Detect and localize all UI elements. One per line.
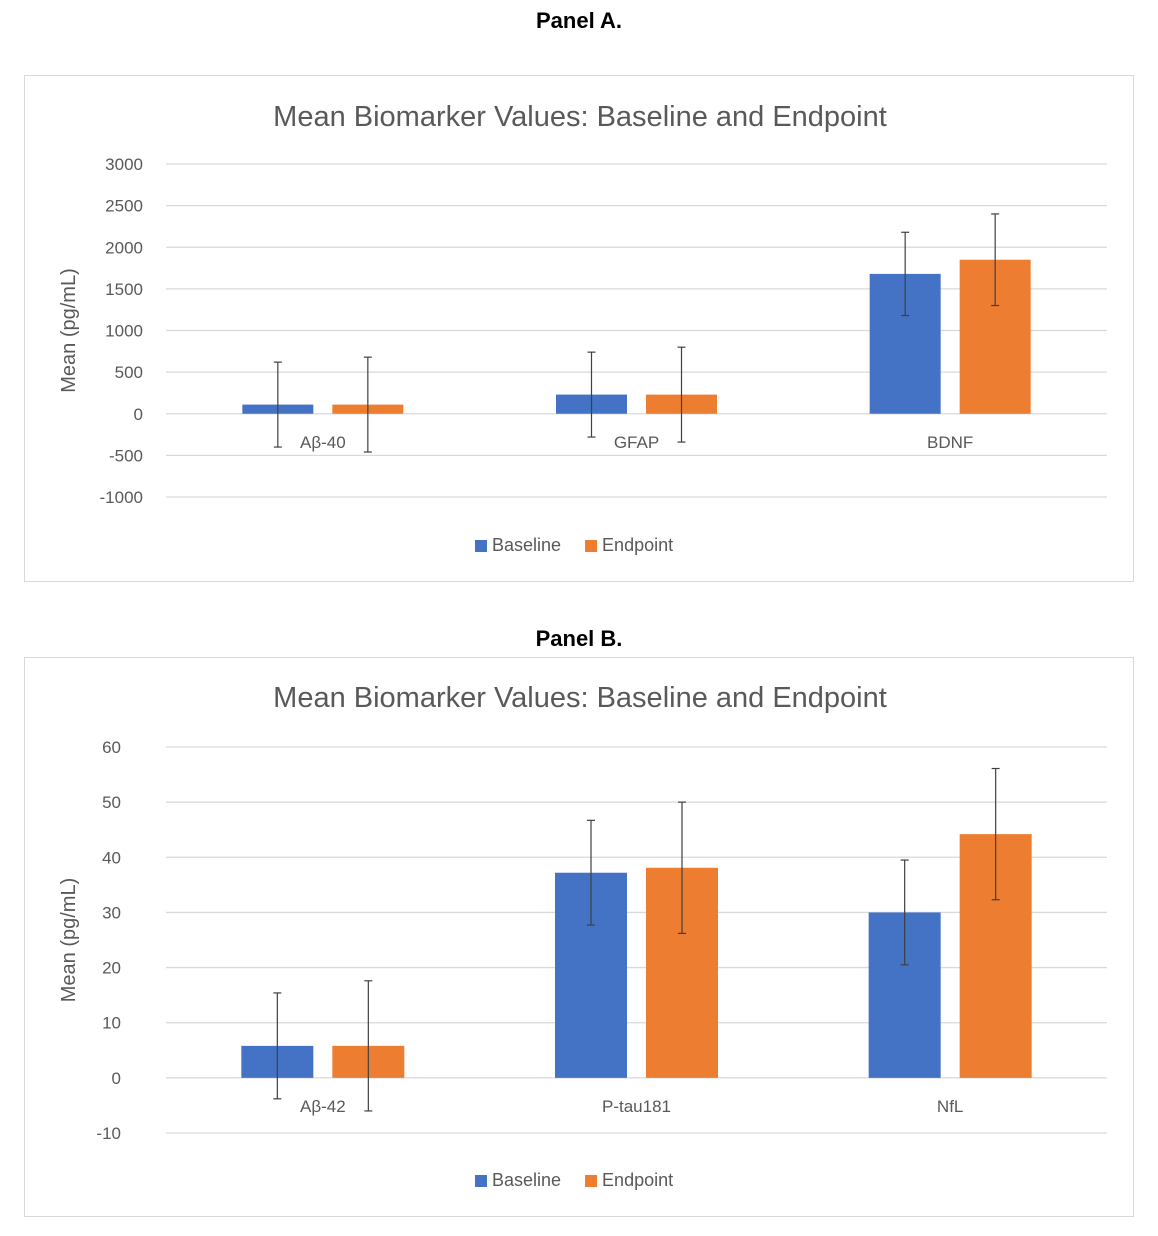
- y-tick-label: 500: [115, 363, 143, 382]
- chart-b-svg: Mean Biomarker Values: Baseline and Endp…: [58, 682, 1107, 1190]
- chart-title: Mean Biomarker Values: Baseline and Endp…: [273, 101, 887, 133]
- y-tick-label: 50: [102, 793, 121, 812]
- panel-a-label: Panel A.: [536, 8, 622, 33]
- y-tick-label: -500: [109, 446, 143, 465]
- y-tick-label: 3000: [105, 155, 143, 174]
- legend-swatch: [585, 1175, 598, 1187]
- category-label: Aβ-42: [300, 1097, 346, 1116]
- legend-swatch: [475, 1175, 487, 1187]
- y-tick-label: 2500: [105, 197, 143, 216]
- y-tick-label: -10: [96, 1124, 121, 1143]
- y-tick-label: 30: [102, 903, 121, 922]
- y-tick-label: 1500: [105, 280, 143, 299]
- category-label: BDNF: [927, 433, 973, 452]
- category-label: GFAP: [614, 433, 659, 452]
- legend-label: Endpoint: [602, 1170, 673, 1190]
- y-tick-label: 40: [102, 848, 121, 867]
- legend-swatch: [585, 540, 598, 552]
- legend-label: Endpoint: [602, 535, 673, 555]
- y-tick-label: 10: [102, 1014, 121, 1033]
- y-tick-label: 2000: [105, 238, 143, 257]
- chart-title: Mean Biomarker Values: Baseline and Endp…: [273, 682, 887, 714]
- y-tick-label: 0: [134, 405, 143, 424]
- panel-b-label: Panel B.: [535, 626, 623, 651]
- y-tick-label: -1000: [100, 488, 143, 507]
- category-label: NfL: [937, 1097, 963, 1116]
- chart-a-svg: Mean Biomarker Values: Baseline and Endp…: [58, 101, 1107, 555]
- y-tick-label: 1000: [105, 322, 143, 341]
- category-label: P-tau181: [602, 1097, 671, 1116]
- legend-swatch: [475, 540, 487, 552]
- chart-panel-b: Mean Biomarker Values: Baseline and Endp…: [24, 657, 1134, 1217]
- y-tick-label: 60: [102, 738, 121, 757]
- legend-label: Baseline: [492, 535, 561, 555]
- legend-label: Baseline: [492, 1170, 561, 1190]
- y-axis-label: Mean (pg/mL): [58, 268, 80, 393]
- chart-panel-a: Mean Biomarker Values: Baseline and Endp…: [24, 75, 1134, 582]
- y-axis-label: Mean (pg/mL): [58, 878, 80, 1003]
- y-tick-label: 0: [112, 1069, 121, 1088]
- y-tick-label: 20: [102, 959, 121, 978]
- category-label: Aβ-40: [300, 433, 346, 452]
